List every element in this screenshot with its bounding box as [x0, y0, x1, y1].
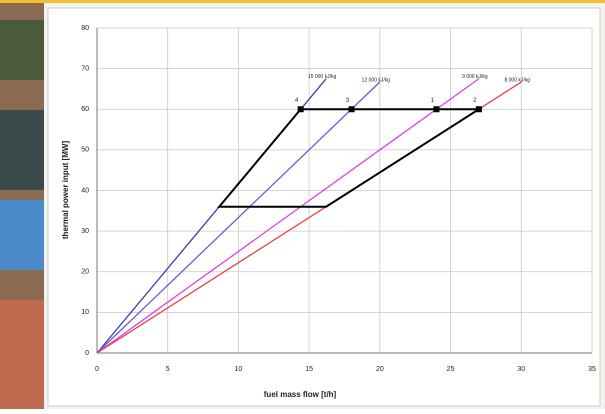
chart: fuel mass flow [t/h] thermal power input…	[0, 0, 605, 409]
point-marker	[433, 106, 439, 112]
x-tick-label: 5	[166, 366, 170, 373]
point-marker	[298, 106, 304, 112]
y-tick-label: 10	[81, 309, 89, 316]
y-axis-label: thermal power input [MW]	[61, 141, 70, 240]
series-label: 8 000 kJ/kg	[504, 77, 530, 83]
y-tick-label: 80	[81, 25, 89, 32]
point-marker	[476, 106, 482, 112]
x-tick-label: 30	[517, 366, 525, 373]
y-tick-label: 30	[81, 228, 89, 235]
series-label: 15 000 kJ/kg	[308, 74, 337, 80]
photo-part	[0, 300, 44, 409]
x-tick-label: 0	[95, 366, 99, 373]
photo-part	[0, 20, 44, 80]
series-label: 12 000 kJ/kg	[362, 77, 391, 83]
series-label: 9 000 kJ/kg	[462, 74, 488, 80]
y-tick-label: 70	[81, 65, 89, 72]
y-tick-label: 0	[85, 350, 89, 357]
side-photo	[0, 3, 44, 409]
photo-part	[0, 110, 44, 190]
top-border	[0, 0, 605, 3]
y-tick-label: 20	[81, 269, 89, 276]
photo-part	[0, 200, 44, 270]
y-tick-label: 40	[81, 187, 89, 194]
y-tick-label: 60	[81, 106, 89, 113]
point-marker	[349, 106, 355, 112]
page: {"chart_data": {"type": "line", "x_label…	[0, 0, 605, 409]
x-axis-label: fuel mass flow [t/h]	[264, 390, 337, 399]
x-tick-label: 10	[235, 366, 243, 373]
y-tick-label: 50	[81, 147, 89, 154]
x-tick-label: 25	[447, 366, 455, 373]
x-tick-label: 20	[376, 366, 384, 373]
x-tick-label: 15	[305, 366, 313, 373]
x-tick-label: 35	[588, 366, 596, 373]
